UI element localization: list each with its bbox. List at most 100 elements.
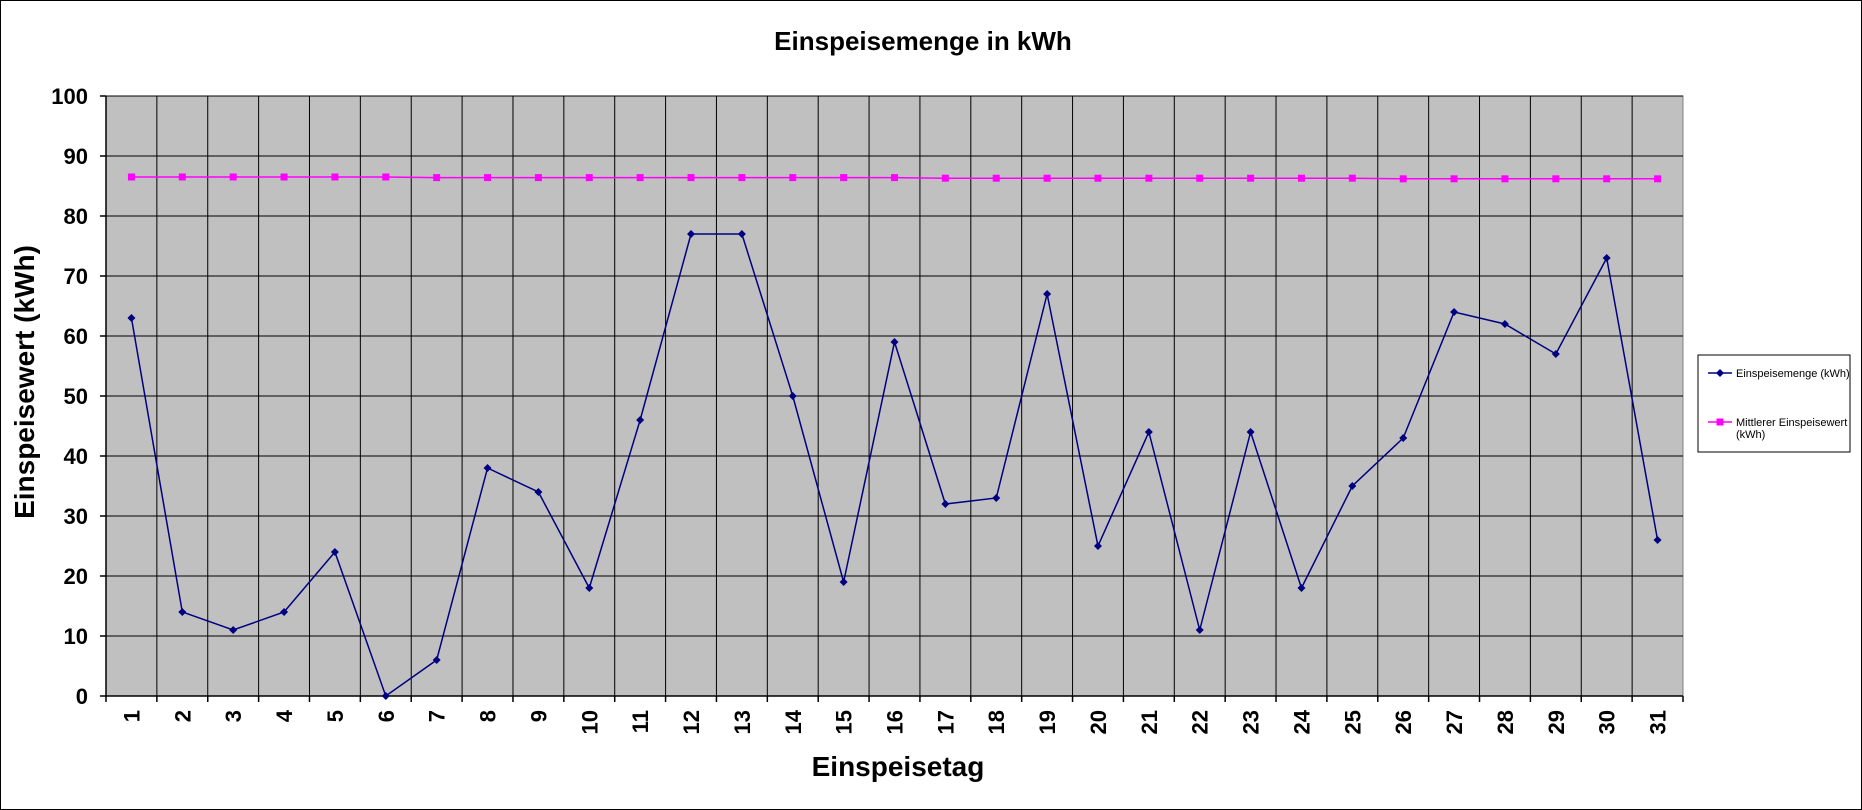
x-tick-label: 3 (221, 710, 246, 722)
series-2-point (1603, 175, 1611, 183)
x-tick-label: 24 (1289, 709, 1314, 734)
x-tick-label: 19 (1035, 710, 1060, 734)
x-tick-label: 10 (577, 710, 602, 734)
legend-label: Mittlerer Einspeisewert (kWh) (1736, 417, 1847, 441)
series-2-point (382, 173, 390, 181)
x-tick-label: 22 (1188, 710, 1213, 734)
series-1-point (229, 626, 238, 634)
chart-title: Einspeisemenge in kWh (774, 26, 1072, 56)
legend-label: Einspeisemenge (kWh) (1736, 368, 1850, 380)
series-1-point (1093, 542, 1102, 550)
x-tick-label: 5 (323, 710, 348, 722)
series-1-point (941, 500, 950, 508)
x-tick-label: 9 (526, 710, 551, 722)
x-tick-label: 15 (832, 710, 857, 734)
series-2-point (433, 174, 441, 182)
series-2-point (331, 173, 339, 181)
series-1-point (280, 608, 289, 616)
y-tick-label: 70 (64, 264, 88, 289)
series-2-point (127, 173, 135, 181)
series-1-point (992, 494, 1001, 502)
y-tick-label: 100 (51, 84, 88, 109)
x-tick-label: 25 (1340, 710, 1365, 734)
series-2-point (1196, 174, 1204, 182)
x-tick-label: 21 (1137, 710, 1162, 734)
series-1-point (127, 314, 136, 322)
series-2-point (1654, 175, 1662, 183)
y-axis-title: Einspeisewert (kWh) (9, 245, 40, 519)
series-2-point (941, 174, 949, 182)
series-2-point (1552, 175, 1560, 183)
y-tick-label: 0 (76, 684, 88, 709)
series-2-point (1043, 174, 1051, 182)
series-1-point (1043, 290, 1052, 298)
x-tick-label: 11 (628, 710, 653, 733)
x-tick-label: 14 (781, 709, 806, 734)
series-2-point (1145, 174, 1153, 182)
series-1-point (483, 464, 492, 472)
series-1-point (1551, 350, 1560, 358)
series-1-point (890, 338, 899, 346)
y-tick-label: 10 (64, 624, 88, 649)
series-2-point (789, 174, 797, 182)
y-tick-label: 30 (64, 504, 88, 529)
x-tick-label: 6 (374, 710, 399, 722)
series-2-point (1297, 174, 1305, 182)
y-tick-labels: 0 10 20 30 40 50 60 70 80 90 100 (51, 84, 88, 709)
y-tick-label: 20 (64, 564, 88, 589)
x-tick-label: 29 (1544, 710, 1569, 734)
x-tick-label: 8 (476, 710, 501, 722)
series-1 (127, 230, 1662, 700)
x-tick-label: 13 (730, 710, 755, 734)
x-axis-title: Einspeisetag (812, 751, 985, 782)
series-1-point (1195, 626, 1204, 634)
series-1-point (381, 692, 390, 700)
y-tick-label: 90 (64, 144, 88, 169)
x-tick-label: 30 (1595, 710, 1620, 734)
series-2-point (1450, 175, 1458, 183)
series-1-point (1450, 308, 1459, 316)
series-2-point (840, 174, 848, 182)
series-2-point (636, 174, 644, 182)
x-tick-label: 23 (1239, 710, 1264, 734)
x-tick-label: 16 (883, 710, 908, 734)
series-2-point (1094, 174, 1102, 182)
y-tick-label: 50 (64, 384, 88, 409)
x-tick-label: 12 (679, 710, 704, 734)
series-1-point (839, 578, 848, 586)
series-2-point (992, 174, 1000, 182)
y-tick-label: 80 (64, 204, 88, 229)
legend: Einspeisemenge (kWh) Mittlerer Einspeisew… (1697, 354, 1851, 453)
series-1-point (1246, 428, 1255, 436)
series-2-point (1348, 174, 1356, 182)
series-1-point (737, 230, 746, 238)
series-2-point (687, 174, 695, 182)
series-1-point (534, 488, 543, 496)
x-tick-label: 27 (1442, 710, 1467, 734)
x-tick-label: 20 (1086, 710, 1111, 734)
series-2-point (280, 173, 288, 181)
x-tick-label: 1 (119, 710, 144, 722)
axes (100, 95, 1684, 702)
series-1-point (1602, 254, 1611, 262)
series-2-point (534, 174, 542, 182)
x-tick-label: 31 (1646, 710, 1671, 734)
series-2 (127, 173, 1662, 183)
series-2-point (1501, 175, 1509, 183)
series-1-point (1399, 434, 1408, 442)
x-tick-label: 17 (933, 710, 958, 734)
series-2-point (738, 174, 746, 182)
x-tick-labels: 1 2 3 4 5 6 7 8 9 10 11 12 13 14 15 16 17 18 19 20 21 22 23 24 2… (119, 709, 1670, 734)
series-2-point (229, 173, 237, 181)
series-2-point (178, 173, 186, 181)
series-1-point (178, 608, 187, 616)
series-1-point (1297, 584, 1306, 592)
series-1-point (1500, 320, 1509, 328)
series-2-point (1247, 174, 1255, 182)
series-1-point (432, 656, 441, 664)
y-tick-label: 60 (64, 324, 88, 349)
x-tick-label: 28 (1493, 710, 1518, 734)
series-1-point (1348, 482, 1357, 490)
series-1-point (1653, 536, 1662, 544)
